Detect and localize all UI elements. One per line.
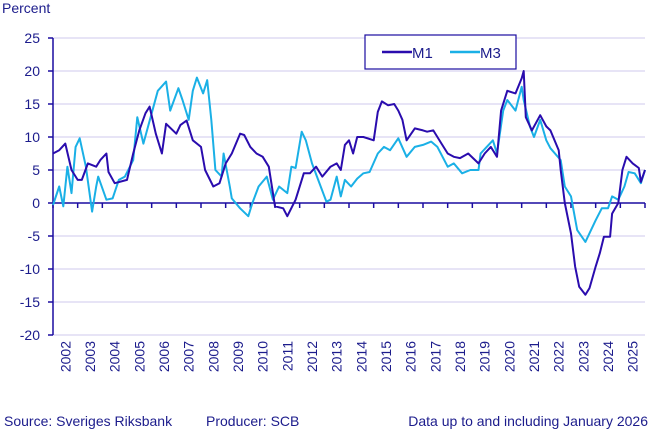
source-text: Source: Sveriges Riksbank xyxy=(4,413,173,429)
y-tick-label: 5 xyxy=(32,162,40,178)
x-tick-label: 2014 xyxy=(353,341,369,372)
series-line-m3 xyxy=(52,76,646,243)
legend-label-m1: M1 xyxy=(412,45,433,62)
legend-label-m3: M3 xyxy=(480,45,501,62)
y-tick-label: 10 xyxy=(24,129,40,145)
x-tick-label: 2023 xyxy=(575,341,591,372)
x-tick-label: 2025 xyxy=(625,341,641,372)
y-tick-label: 25 xyxy=(24,30,40,46)
x-tick-label: 2013 xyxy=(329,341,345,372)
x-tick-label: 2004 xyxy=(107,341,123,372)
x-tick-label: 2008 xyxy=(205,341,221,372)
x-tick-label: 2015 xyxy=(378,341,394,372)
x-tick-label: 2009 xyxy=(230,341,246,372)
x-tick-label: 2012 xyxy=(304,341,320,372)
x-tick-label: 2018 xyxy=(452,341,468,372)
y-tick-label: -20 xyxy=(20,327,40,343)
x-tick-label: 2007 xyxy=(181,341,197,372)
x-tick-label: 2017 xyxy=(427,341,443,372)
x-tick-label: 2005 xyxy=(131,341,147,372)
x-tick-label: 2022 xyxy=(551,341,567,372)
x-tick-label: 2019 xyxy=(477,341,493,372)
x-tick-label: 2016 xyxy=(403,341,419,372)
x-tick-label: 2020 xyxy=(501,341,517,372)
y-tick-label: 20 xyxy=(24,63,40,79)
x-tick-label: 2021 xyxy=(526,341,542,372)
x-tick-label: 2010 xyxy=(255,341,271,372)
data-note-text: Data up to and including January 2026 xyxy=(408,413,648,429)
y-tick-label: -5 xyxy=(28,228,41,244)
producer-text: Producer: SCB xyxy=(206,413,300,429)
series-line-m1 xyxy=(52,70,646,296)
x-tick-label: 2024 xyxy=(600,341,616,372)
x-tick-label: 2011 xyxy=(279,341,295,371)
y-tick-label: -15 xyxy=(20,294,40,310)
y-tick-label: 0 xyxy=(32,195,40,211)
y-axis-label: Percent xyxy=(2,0,51,16)
x-tick-label: 2003 xyxy=(82,341,98,372)
y-tick-label: -10 xyxy=(20,261,40,277)
y-tick-label: 15 xyxy=(24,96,40,112)
x-tick-label: 2006 xyxy=(156,341,172,372)
x-tick-label: 2002 xyxy=(57,341,73,372)
